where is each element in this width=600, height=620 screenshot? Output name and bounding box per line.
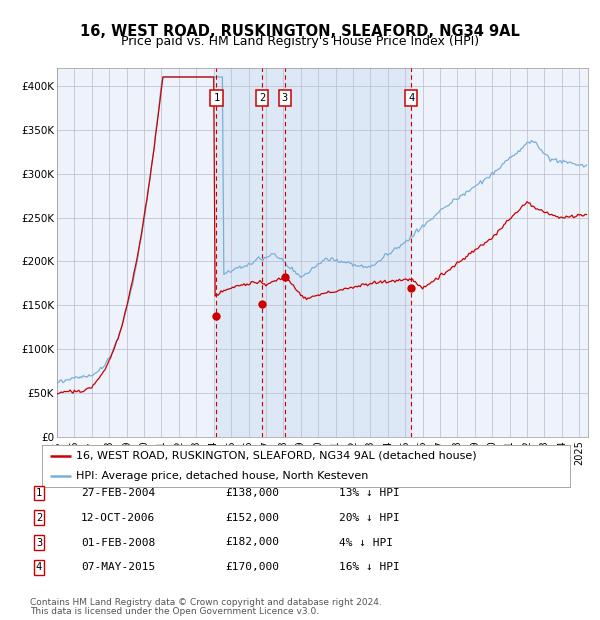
Text: 01-FEB-2008: 01-FEB-2008 bbox=[81, 538, 155, 547]
Text: 4% ↓ HPI: 4% ↓ HPI bbox=[339, 538, 393, 547]
Text: 4: 4 bbox=[36, 562, 42, 572]
Text: 16, WEST ROAD, RUSKINGTON, SLEAFORD, NG34 9AL (detached house): 16, WEST ROAD, RUSKINGTON, SLEAFORD, NG3… bbox=[76, 451, 477, 461]
Text: £182,000: £182,000 bbox=[225, 538, 279, 547]
Text: 07-MAY-2015: 07-MAY-2015 bbox=[81, 562, 155, 572]
Text: £170,000: £170,000 bbox=[225, 562, 279, 572]
Text: HPI: Average price, detached house, North Kesteven: HPI: Average price, detached house, Nort… bbox=[76, 471, 368, 481]
Text: 13% ↓ HPI: 13% ↓ HPI bbox=[339, 488, 400, 498]
Text: £138,000: £138,000 bbox=[225, 488, 279, 498]
Text: 2: 2 bbox=[36, 513, 42, 523]
Text: Price paid vs. HM Land Registry's House Price Index (HPI): Price paid vs. HM Land Registry's House … bbox=[121, 35, 479, 48]
Text: 27-FEB-2004: 27-FEB-2004 bbox=[81, 488, 155, 498]
Text: 16, WEST ROAD, RUSKINGTON, SLEAFORD, NG34 9AL: 16, WEST ROAD, RUSKINGTON, SLEAFORD, NG3… bbox=[80, 24, 520, 38]
Text: 3: 3 bbox=[282, 93, 288, 103]
Text: This data is licensed under the Open Government Licence v3.0.: This data is licensed under the Open Gov… bbox=[30, 606, 319, 616]
Text: Contains HM Land Registry data © Crown copyright and database right 2024.: Contains HM Land Registry data © Crown c… bbox=[30, 598, 382, 607]
Text: 3: 3 bbox=[36, 538, 42, 547]
Text: 1: 1 bbox=[214, 93, 220, 103]
Text: 1: 1 bbox=[36, 488, 42, 498]
Text: £152,000: £152,000 bbox=[225, 513, 279, 523]
Text: 4: 4 bbox=[408, 93, 415, 103]
Text: 20% ↓ HPI: 20% ↓ HPI bbox=[339, 513, 400, 523]
Text: 2: 2 bbox=[259, 93, 265, 103]
Bar bbox=[217, 68, 411, 437]
Text: 12-OCT-2006: 12-OCT-2006 bbox=[81, 513, 155, 523]
Text: 16% ↓ HPI: 16% ↓ HPI bbox=[339, 562, 400, 572]
